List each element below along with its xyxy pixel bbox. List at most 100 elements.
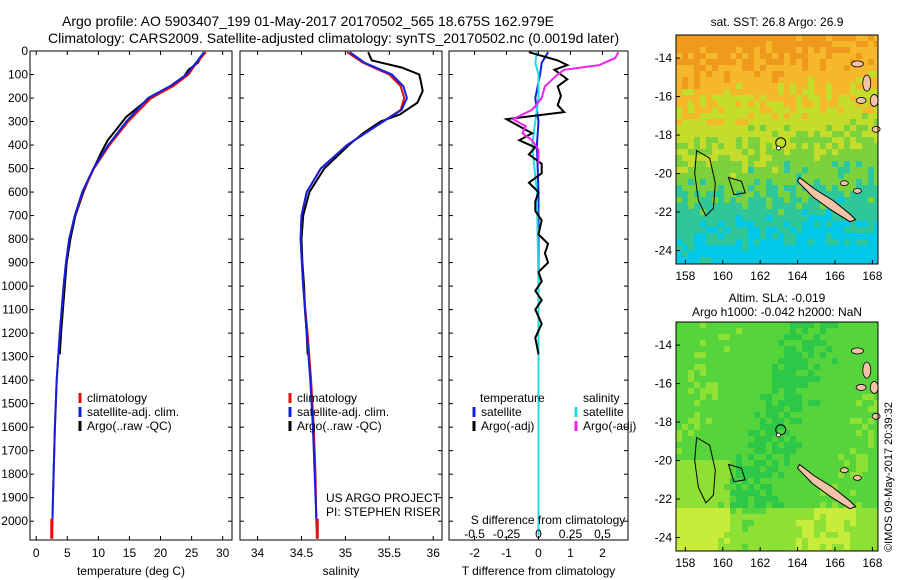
map-cell	[694, 149, 700, 155]
map-cell	[838, 532, 844, 538]
map-cell	[724, 532, 730, 538]
map-cell	[766, 466, 772, 472]
map-cell	[844, 478, 850, 484]
map-cell	[682, 412, 688, 418]
map-cell	[814, 346, 820, 352]
map-cell	[688, 227, 694, 233]
map-cell	[718, 448, 724, 454]
map-cell	[736, 101, 742, 107]
map-cell	[742, 544, 748, 550]
map-cell	[688, 197, 694, 203]
map-cell	[706, 388, 712, 394]
map-cell	[760, 346, 766, 352]
map-cell	[712, 41, 718, 47]
map-cell	[808, 442, 814, 448]
map-cell	[748, 532, 754, 538]
y-tick-label: 300	[8, 115, 28, 129]
map-cell	[868, 484, 874, 490]
map-cell	[712, 251, 718, 257]
map-cell	[778, 322, 784, 328]
map-cell	[862, 215, 868, 221]
y-tick-label: 800	[8, 232, 28, 246]
map-cell	[742, 370, 748, 376]
map-cell	[694, 71, 700, 77]
x-axis-label: T difference from climatology	[462, 564, 616, 578]
map-cell	[790, 466, 796, 472]
map-cell	[766, 418, 772, 424]
map-cell	[814, 179, 820, 185]
map-cell	[850, 41, 856, 47]
map-cell	[688, 520, 694, 526]
map-cell	[802, 364, 808, 370]
map-cell	[874, 203, 878, 209]
map-cell	[820, 430, 826, 436]
map-cell	[742, 412, 748, 418]
map-cell	[784, 526, 790, 532]
panel-frame	[239, 50, 443, 541]
map-cell	[754, 95, 760, 101]
map-cell	[736, 406, 742, 412]
map-cell	[874, 490, 878, 496]
map-cell	[802, 532, 808, 538]
map-cell	[856, 227, 862, 233]
map-cell	[814, 448, 820, 454]
map-cell	[778, 478, 784, 484]
map-cell	[700, 71, 706, 77]
map-cell	[694, 53, 700, 59]
map-cell	[814, 472, 820, 478]
map-cell	[682, 95, 688, 101]
map-cell	[868, 59, 874, 65]
map-cell	[802, 119, 808, 125]
map-cell	[688, 131, 694, 137]
map-cell	[676, 53, 682, 59]
map-cell	[736, 215, 742, 221]
map-cell	[844, 508, 850, 514]
map-cell	[772, 221, 778, 227]
map-cell	[838, 239, 844, 245]
map-cell	[802, 257, 808, 263]
map-cell	[724, 113, 730, 119]
map-cell	[760, 466, 766, 472]
map-cell	[790, 155, 796, 161]
map-cell	[862, 346, 868, 352]
map-cell	[832, 526, 838, 532]
map-cell	[724, 245, 730, 251]
map-cell	[862, 340, 868, 346]
map-cell	[820, 155, 826, 161]
map-cell	[730, 364, 736, 370]
map-cell	[724, 137, 730, 143]
map-cell	[712, 412, 718, 418]
map-cell	[778, 89, 784, 95]
map-cell	[868, 131, 874, 137]
map-cell	[826, 161, 832, 167]
map-cell	[760, 514, 766, 520]
map-cell	[688, 155, 694, 161]
map-cell	[814, 490, 820, 496]
map-cell	[772, 460, 778, 466]
map-cell	[712, 35, 718, 41]
map-cell	[766, 526, 772, 532]
map-cell	[730, 77, 736, 83]
map-cell	[838, 47, 844, 53]
map-cell	[868, 454, 874, 460]
map-cell	[754, 107, 760, 113]
y-tick-label: 600	[8, 185, 28, 199]
map-cell	[784, 83, 790, 89]
map-cell	[730, 125, 736, 131]
map-cell	[796, 544, 802, 550]
map-cell	[676, 448, 682, 454]
map-cell	[760, 532, 766, 538]
map-cell	[688, 448, 694, 454]
map-cell	[820, 400, 826, 406]
map-cell	[724, 161, 730, 167]
map-cell	[772, 209, 778, 215]
map-cell	[676, 41, 682, 47]
map-cell	[844, 346, 850, 352]
map-cell	[730, 334, 736, 340]
map-cell	[868, 526, 874, 532]
map-cell	[676, 490, 682, 496]
map-cell	[874, 197, 878, 203]
series-line-0	[299, 51, 406, 536]
map-cell	[778, 334, 784, 340]
map-cell	[868, 472, 874, 478]
